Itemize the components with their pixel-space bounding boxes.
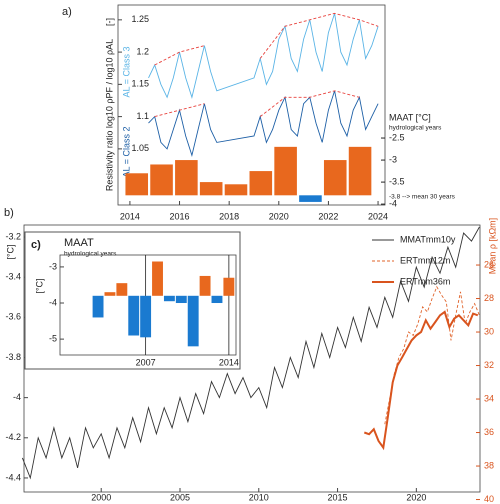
x-tick-label: 2007 (136, 357, 156, 367)
bar (163, 295, 175, 302)
y-tick-label: -4 (13, 392, 21, 402)
y-tick-label: 1.25 (131, 14, 149, 24)
plot-frame (117, 4, 386, 206)
chart-subtitle: hydrological years (64, 251, 117, 258)
series-line (363, 310, 479, 451)
y2-tick-label: 40 (484, 494, 494, 504)
series-label: AL = Class 2 (121, 127, 131, 178)
y-tick-label: 1.05 (131, 143, 149, 153)
x-tick-label: 2016 (170, 211, 190, 221)
panel-label: b) (4, 207, 14, 219)
y-tick-label: -3.6 (5, 312, 21, 322)
y2-tick-label: -3 (389, 154, 397, 164)
bar (104, 292, 116, 296)
annotation: -3.8 --> mean 30 years (389, 194, 456, 201)
y-tick-label: 1.1 (136, 111, 149, 121)
y-axis-title: [°C] (34, 278, 44, 293)
envelope-line (154, 12, 379, 66)
plot-frame (59, 254, 237, 356)
y-axis-title: [°C] (5, 244, 15, 259)
bar (140, 295, 152, 338)
bar (128, 295, 140, 336)
x-tick-label: 2005 (170, 492, 190, 502)
y-tick-label: -3 (49, 261, 57, 271)
bar (348, 146, 372, 196)
y-tick-label: -3.2 (5, 231, 21, 241)
y2-tick-label: 38 (484, 460, 494, 470)
y-tick-label: -4.2 (5, 432, 21, 442)
y2-tick-label: 32 (484, 360, 494, 370)
series-line (21, 226, 480, 480)
bar (211, 295, 223, 304)
x-tick-label: 2014 (120, 211, 140, 221)
y-tick-label: -3.4 (5, 272, 21, 282)
bar (175, 160, 198, 196)
bar (199, 275, 211, 296)
legend-label: ERTmm12m (400, 255, 450, 265)
chart-title: MAAT (64, 237, 94, 249)
x-tick-label: 2020 (406, 492, 426, 502)
bar (249, 171, 273, 196)
y2-tick-label: -4 (389, 198, 397, 208)
bar (199, 182, 223, 196)
panel-label: a) (62, 6, 72, 18)
y-unit: [-] (104, 18, 114, 26)
x-tick-label: 2010 (249, 492, 269, 502)
y-tick-label: -3.8 (5, 352, 21, 362)
panel-a: a) [-] Resistivity ratio log10 ρPF / log… (62, 4, 456, 221)
bar (274, 146, 297, 196)
bar (223, 277, 235, 296)
bar (92, 295, 104, 318)
x-tick-label: 2020 (269, 211, 289, 221)
y2-axis-title: Mean ρ [kΩm] (487, 218, 497, 274)
y2-tick-label: 30 (484, 326, 494, 336)
panel-label: c) (31, 239, 41, 251)
panel-b: b) [°C] Mean ρ [kΩm] 2000 2005 2010 2015 202… (4, 207, 497, 504)
y2-tick-label: 28 (484, 293, 494, 303)
x-tick-label: 2014 (219, 357, 239, 367)
envelope-line (154, 90, 360, 118)
x-tick-label: 2018 (219, 211, 239, 221)
bar (187, 295, 199, 347)
x-tick-label: 2024 (368, 211, 388, 221)
legend-label: ERTmm36m (400, 276, 450, 286)
y-tick-label: -5 (49, 333, 57, 343)
bar (224, 184, 248, 196)
y-tick-label: 1.2 (136, 46, 149, 56)
series-line (148, 13, 379, 99)
series-label: AL = Class 3 (121, 47, 131, 98)
bar (175, 295, 187, 304)
series-line (384, 285, 480, 425)
y2-tick-label: -3.5 (389, 176, 405, 186)
bar (299, 195, 322, 202)
plot-frame (23, 224, 481, 493)
y2-tick-label: 26 (484, 259, 494, 269)
bar (323, 160, 347, 196)
y-tick-label: -4 (49, 297, 57, 307)
y2-tick-label: 36 (484, 427, 494, 437)
x-tick-label: 2015 (328, 492, 348, 502)
panel-c: c) MAAT hydrological years [°C] 2007 2014… (24, 231, 241, 370)
legend-label: MMATmm10y (400, 234, 456, 244)
y2-tick-label: 34 (484, 393, 494, 403)
bar (150, 164, 173, 196)
y2-axis-title: MAAT [°C] (389, 112, 431, 122)
y-tick-label: 1.15 (131, 79, 149, 89)
series-line (148, 90, 379, 157)
y2-axis-subtitle: hydrological years (389, 125, 442, 132)
bar (152, 261, 163, 296)
bar (116, 283, 128, 296)
y2-tick-label: -2.5 (389, 132, 405, 142)
y-axis-title: Resistivity ratio log10 ρPF / log10 ρAL (104, 39, 114, 191)
x-tick-label: 2000 (91, 492, 111, 502)
x-tick-label: 2022 (318, 211, 338, 221)
bar (125, 173, 149, 196)
y-tick-label: -4.4 (5, 472, 21, 482)
